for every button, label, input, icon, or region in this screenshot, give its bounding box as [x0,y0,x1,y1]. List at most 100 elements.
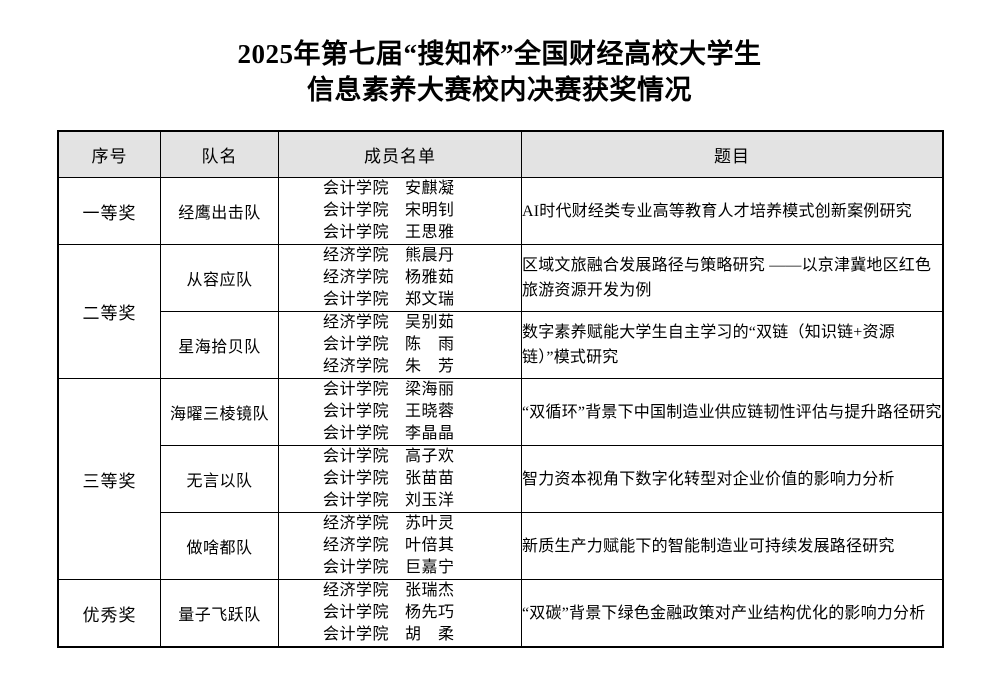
member-entry: 会计学院 宋明钊 [279,200,521,222]
member-college: 经济学院 [322,537,389,554]
member-college: 经济学院 [322,515,389,532]
member-entry: 经济学院 苏叶灵 [279,513,521,535]
member-name: 安麒凝 [405,180,455,197]
table-row: 无言以队 会计学院 高子欢 会计学院 张苗苗 会计学院 刘玉洋 智力资本视角下数字化转型对企业… [59,445,943,513]
member-college: 会计学院 [322,336,389,353]
member-entry: 会计学院 张苗苗 [279,468,521,490]
cell-topic: 区域文旅融合发展路径与策略研究 ——以京津冀地区红色旅游资源开发为例 [521,244,943,312]
table-header-row: 序号 队名 成员名单 题目 [58,131,943,178]
member-name: 朱 芳 [405,358,455,375]
member-name: 苏叶灵 [405,515,455,532]
member-entry: 会计学院 刘玉洋 [279,490,521,512]
member-college: 经济学院 [322,269,389,286]
member-college: 会计学院 [322,626,389,643]
member-entry: 会计学院陈 雨 [279,334,521,356]
cell-rank: 优秀奖 [58,579,161,647]
cell-members: 经济学院 吴别茹 会计学院陈 雨经济学院朱 芳 [278,311,522,379]
cell-team-name: 量子飞跃队 [160,579,279,647]
column-header-rank: 序号 [58,131,161,178]
cell-members: 会计学院 高子欢 会计学院 张苗苗 会计学院 刘玉洋 [278,445,522,513]
member-entry: 经济学院 叶倍其 [279,535,521,557]
member-college: 经济学院 [322,247,389,264]
member-college: 会计学院 [322,403,389,420]
member-entry: 经济学院 张瑞杰 [279,580,521,602]
cell-members: 会计学院 梁海丽 会计学院 王晓蓉 会计学院 李晶晶 [278,378,522,446]
cell-team-name: 从容应队 [160,244,279,312]
member-name: 杨先巧 [405,604,455,621]
cell-team-name: 做啥都队 [160,512,279,580]
member-entry: 经济学院 熊晨丹 [279,245,521,267]
member-entry: 会计学院 巨嘉宁 [279,557,521,579]
cell-rank: 一等奖 [58,177,161,245]
cell-team-name: 星海拾贝队 [160,311,279,379]
cell-topic: AI时代财经类专业高等教育人才培养模式创新案例研究 [521,177,943,245]
cell-rank: 二等奖 [58,244,161,379]
member-name: 高子欢 [405,448,455,465]
member-college: 会计学院 [322,180,389,197]
member-entry: 会计学院 高子欢 [279,446,521,468]
member-college: 经济学院 [322,314,389,331]
table-row: 优秀奖 量子飞跃队 经济学院 张瑞杰 会计学院 杨先巧 会计学院胡 柔 “双碳”背景下绿色金融… [58,579,943,647]
table-row: 一等奖 经鹰出击队 会计学院 安麒凝 会计学院 宋明钊 会计学院 王思雅 AI时代财经类专业高等… [58,177,943,245]
cell-team-name: 海曜三棱镜队 [160,378,279,446]
member-name: 熊晨丹 [405,247,455,264]
column-header-topic: 题目 [521,131,943,178]
member-name: 王思雅 [405,224,455,241]
member-name: 叶倍其 [405,537,455,554]
member-name: 张瑞杰 [405,582,455,599]
column-header-members: 成员名单 [278,131,522,178]
member-college: 会计学院 [322,381,389,398]
award-table: 序号 队名 成员名单 题目 一等奖 经鹰出击队 会计学院 安麒凝 会计学院 宋明钊 会计学院… [57,130,944,648]
document-title: 2025年第七届“搜知杯”全国财经高校大学生 信息素养大赛校内决赛获奖情况 [0,36,999,108]
member-name: 梁海丽 [405,381,455,398]
member-entry: 会计学院 杨先巧 [279,602,521,624]
cell-topic: “双循环”背景下中国制造业供应链韧性评估与提升路径研究 [521,378,943,446]
cell-topic: 新质生产力赋能下的智能制造业可持续发展路径研究 [521,512,943,580]
member-name: 王晓蓉 [405,403,455,420]
member-college: 会计学院 [322,224,389,241]
column-header-team: 队名 [160,131,279,178]
member-entry: 会计学院 郑文瑞 [279,289,521,311]
cell-rank: 三等奖 [58,378,161,580]
title-line-1: 2025年第七届“搜知杯”全国财经高校大学生 [237,39,762,69]
member-college: 经济学院 [322,358,389,375]
table-row: 做啥都队 经济学院 苏叶灵 经济学院 叶倍其 会计学院 巨嘉宁 新质生产力赋能下的智能制造业可… [59,512,943,580]
member-college: 会计学院 [322,425,389,442]
member-college: 会计学院 [322,559,389,576]
member-entry: 会计学院 梁海丽 [279,379,521,401]
cell-team-name: 无言以队 [160,445,279,513]
member-college: 会计学院 [322,202,389,219]
cell-members: 经济学院 熊晨丹 经济学院 杨雅茹 会计学院 郑文瑞 [278,244,522,312]
member-college: 会计学院 [322,492,389,509]
table-row: 二等奖 从容应队 经济学院 熊晨丹 经济学院 杨雅茹 会计学院 郑文瑞 区域文旅融合发展路径与策… [58,244,943,379]
table-body: 一等奖 经鹰出击队 会计学院 安麒凝 会计学院 宋明钊 会计学院 王思雅 AI时代财经类专业高等… [58,177,943,647]
member-college: 会计学院 [322,470,389,487]
member-name: 陈 雨 [405,336,455,353]
member-college: 会计学院 [322,604,389,621]
member-entry: 经济学院 吴别茹 [279,312,521,334]
member-name: 胡 柔 [405,626,455,643]
member-entry: 经济学院 杨雅茹 [279,267,521,289]
cell-topic: “双碳”背景下绿色金融政策对产业结构优化的影响力分析 [521,579,943,647]
member-entry: 会计学院 李晶晶 [279,423,521,445]
member-entry: 会计学院 王思雅 [279,222,521,244]
member-name: 杨雅茹 [405,269,455,286]
member-entry: 会计学院 王晓蓉 [279,401,521,423]
member-name: 刘玉洋 [405,492,455,509]
member-college: 会计学院 [322,291,389,308]
cell-members: 经济学院 苏叶灵 经济学院 叶倍其 会计学院 巨嘉宁 [278,512,522,580]
member-college: 经济学院 [322,582,389,599]
member-college: 会计学院 [322,448,389,465]
title-line-2: 信息素养大赛校内决赛获奖情况 [307,75,692,105]
member-name: 郑文瑞 [405,291,455,308]
member-entry: 会计学院胡 柔 [279,624,521,646]
cell-topic: 数字素养赋能大学生自主学习的“双链（知识链+资源链）”模式研究 [521,311,943,379]
member-entry: 会计学院 安麒凝 [279,178,521,200]
table-row: 三等奖 海曜三棱镜队 会计学院 梁海丽 会计学院 王晓蓉 会计学院 李晶晶 “双循环”背景下中国… [58,378,943,580]
cell-team-name: 经鹰出击队 [160,177,279,245]
table-header: 序号 队名 成员名单 题目 [58,131,943,178]
member-name: 宋明钊 [405,202,455,219]
member-name: 吴别茹 [405,314,455,331]
member-name: 巨嘉宁 [405,559,455,576]
